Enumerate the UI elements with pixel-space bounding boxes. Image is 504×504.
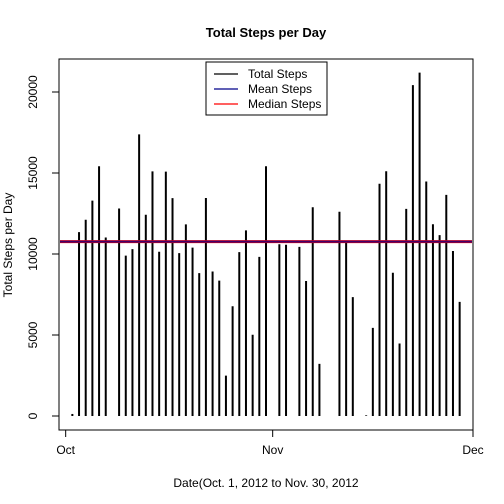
legend-label: Mean Steps — [248, 82, 312, 96]
x-tick-label: Nov — [262, 443, 283, 457]
chart-title: Total Steps per Day — [206, 25, 327, 40]
y-tick-label: 10000 — [26, 237, 40, 271]
y-tick-label: 5000 — [26, 321, 40, 348]
y-tick-label: 15000 — [26, 156, 40, 190]
legend-label: Median Steps — [248, 97, 321, 111]
y-axis-label: Total Steps per Day — [1, 193, 15, 298]
x-tick-label: Dec — [462, 443, 483, 457]
y-tick-label: 0 — [26, 412, 40, 419]
x-axis-label: Date(Oct. 1, 2012 to Nov. 30, 2012 — [173, 476, 359, 490]
y-tick-label: 20000 — [26, 75, 40, 109]
bars-group — [71, 72, 461, 416]
x-tick-label: Oct — [56, 443, 75, 457]
y-axis: 0 5000 10000 15000 20000 — [26, 75, 60, 419]
legend-label: Total Steps — [248, 67, 307, 81]
x-axis: Oct Nov Dec — [56, 429, 484, 457]
